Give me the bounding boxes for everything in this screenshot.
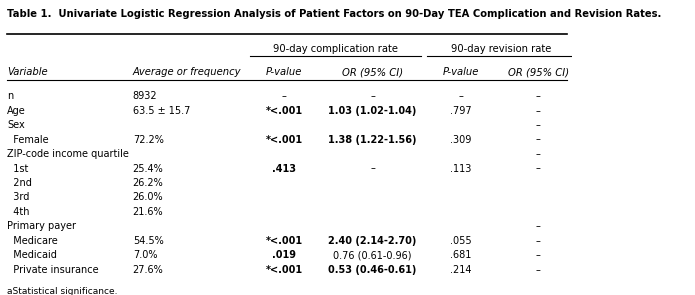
Text: –: –	[536, 236, 541, 246]
Text: 7.0%: 7.0%	[133, 250, 157, 260]
Text: 0.53 (0.46-0.61): 0.53 (0.46-0.61)	[329, 265, 417, 275]
Text: 26.2%: 26.2%	[133, 178, 163, 188]
Text: Variable: Variable	[7, 67, 48, 77]
Text: 1st: 1st	[7, 163, 28, 173]
Text: 1.38 (1.22-1.56): 1.38 (1.22-1.56)	[328, 135, 417, 145]
Text: 3rd: 3rd	[7, 192, 29, 202]
Text: .413: .413	[272, 163, 296, 173]
Text: 21.6%: 21.6%	[133, 207, 163, 217]
Text: .055: .055	[450, 236, 472, 246]
Text: –: –	[536, 265, 541, 275]
Text: P-value: P-value	[266, 67, 302, 77]
Text: Age: Age	[7, 106, 26, 116]
Text: Primary payer: Primary payer	[7, 222, 76, 231]
Text: Medicare: Medicare	[7, 236, 58, 246]
Text: –: –	[536, 163, 541, 173]
Text: 54.5%: 54.5%	[133, 236, 163, 246]
Text: Average or frequency: Average or frequency	[133, 67, 241, 77]
Text: –: –	[536, 135, 541, 145]
Text: –: –	[536, 106, 541, 116]
Text: Table 1.  Univariate Logistic Regression Analysis of Patient Factors on 90-Day T: Table 1. Univariate Logistic Regression …	[7, 9, 662, 19]
Text: *<.001: *<.001	[265, 265, 302, 275]
Text: OR (95% CI): OR (95% CI)	[342, 67, 403, 77]
Text: P-value: P-value	[443, 67, 480, 77]
Text: 63.5 ± 15.7: 63.5 ± 15.7	[133, 106, 190, 116]
Text: –: –	[536, 250, 541, 260]
Text: 1.03 (1.02-1.04): 1.03 (1.02-1.04)	[329, 106, 417, 116]
Text: 4th: 4th	[7, 207, 30, 217]
Text: ZIP-code income quartile: ZIP-code income quartile	[7, 149, 129, 159]
Text: *<.001: *<.001	[265, 106, 302, 116]
Text: 27.6%: 27.6%	[133, 265, 163, 275]
Text: –: –	[536, 222, 541, 231]
Text: 90-day complication rate: 90-day complication rate	[273, 44, 398, 54]
Text: Private insurance: Private insurance	[7, 265, 99, 275]
Text: .214: .214	[450, 265, 472, 275]
Text: *<.001: *<.001	[265, 135, 302, 145]
Text: Sex: Sex	[7, 120, 25, 130]
Text: 25.4%: 25.4%	[133, 163, 163, 173]
Text: 26.0%: 26.0%	[133, 192, 163, 202]
Text: Female: Female	[7, 135, 49, 145]
Text: –: –	[459, 91, 464, 101]
Text: *<.001: *<.001	[265, 236, 302, 246]
Text: –: –	[536, 120, 541, 130]
Text: –: –	[536, 91, 541, 101]
Text: .113: .113	[450, 163, 472, 173]
Text: n: n	[7, 91, 13, 101]
Text: .019: .019	[272, 250, 296, 260]
Text: Medicaid: Medicaid	[7, 250, 57, 260]
Text: aStatistical significance.: aStatistical significance.	[7, 287, 117, 295]
Text: .309: .309	[450, 135, 472, 145]
Text: .797: .797	[450, 106, 472, 116]
Text: –: –	[536, 149, 541, 159]
Text: 8932: 8932	[133, 91, 157, 101]
Text: 72.2%: 72.2%	[133, 135, 163, 145]
Text: –: –	[370, 163, 375, 173]
Text: 2nd: 2nd	[7, 178, 32, 188]
Text: 0.76 (0.61-0.96): 0.76 (0.61-0.96)	[334, 250, 412, 260]
Text: OR (95% CI): OR (95% CI)	[507, 67, 569, 77]
Text: .681: .681	[450, 250, 472, 260]
Text: 90-day revision rate: 90-day revision rate	[451, 44, 551, 54]
Text: –: –	[370, 91, 375, 101]
Text: –: –	[281, 91, 286, 101]
Text: 2.40 (2.14-2.70): 2.40 (2.14-2.70)	[329, 236, 417, 246]
